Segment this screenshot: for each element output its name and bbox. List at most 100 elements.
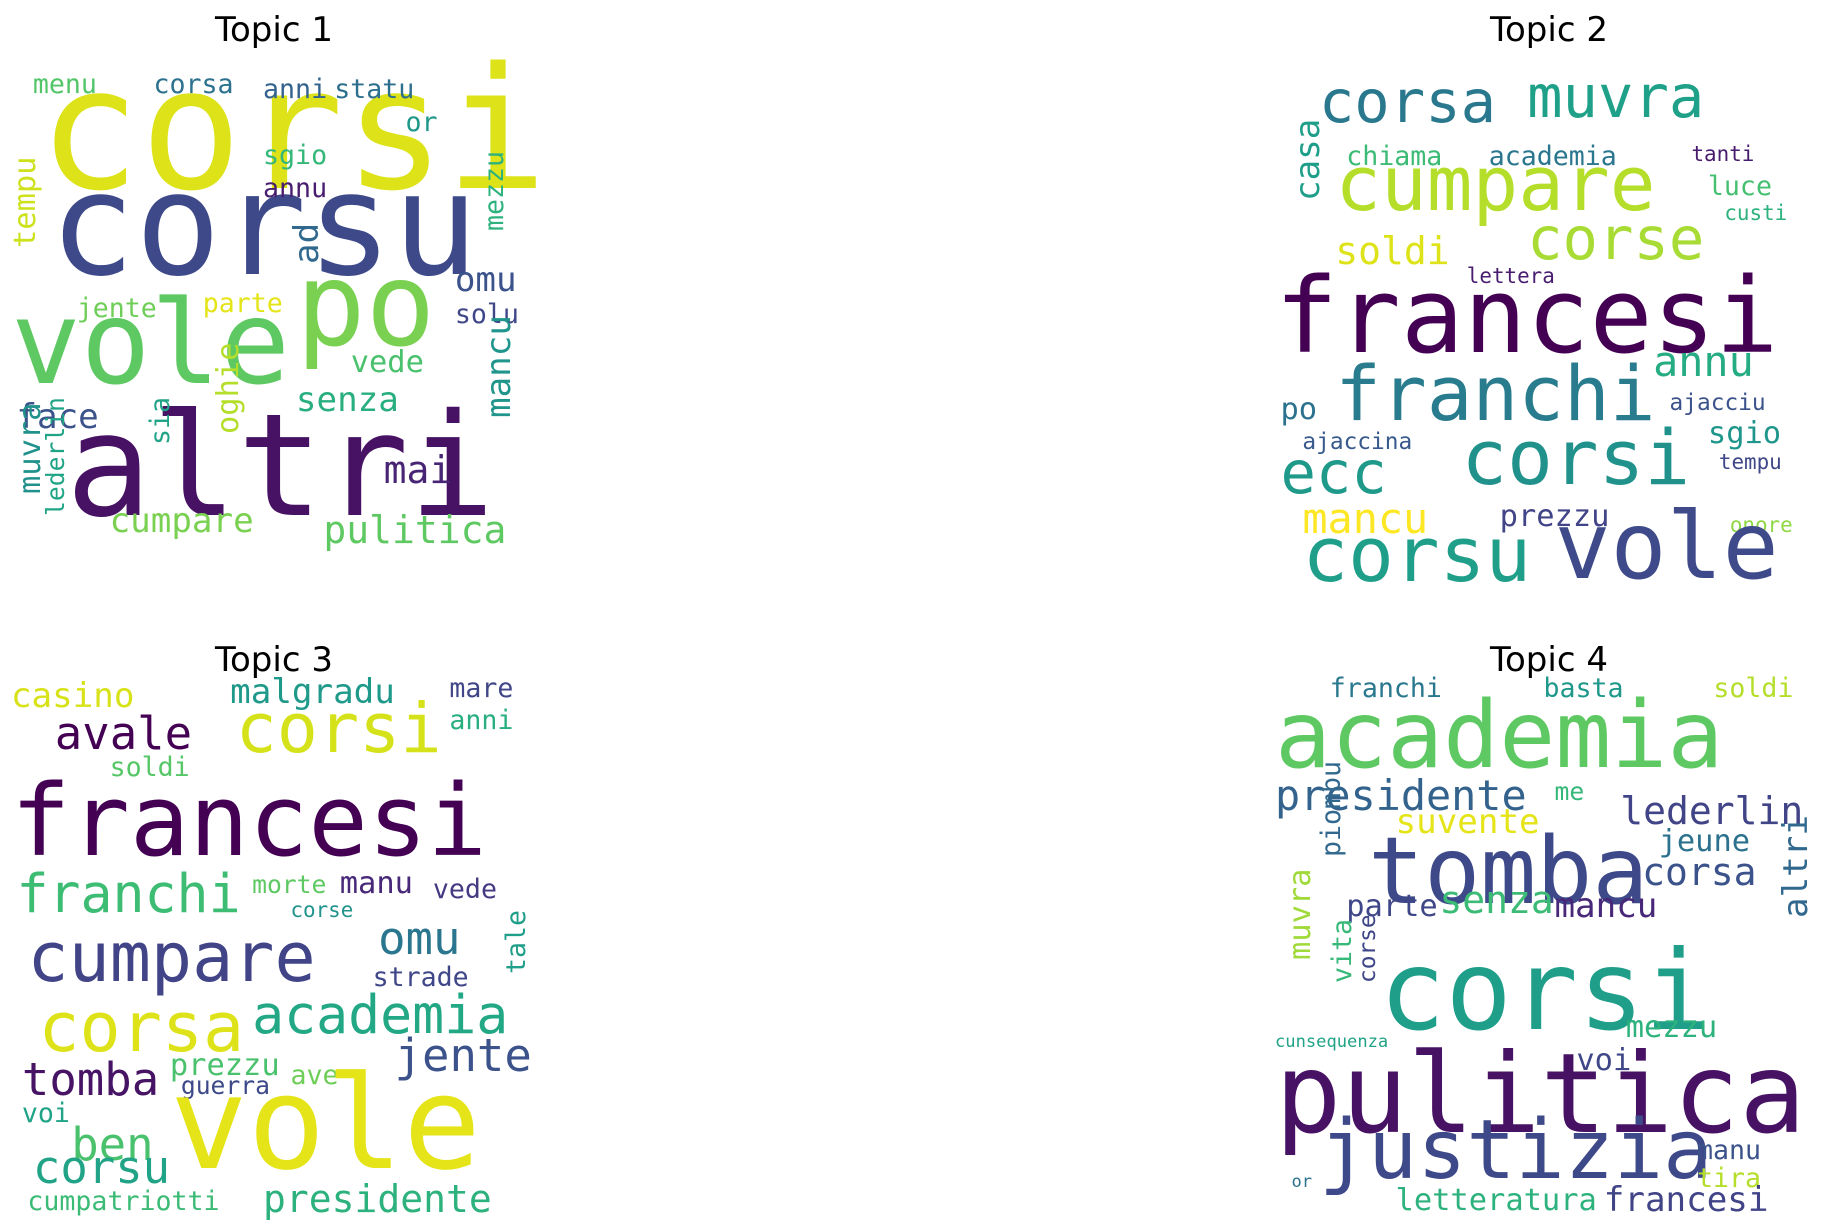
- topic-panel-2: Topic 2 corsa muvra chiama academia tanti cum…: [1275, 0, 1823, 593]
- cloud-word: prezzu: [1499, 499, 1610, 535]
- cloud-word: corsa: [38, 989, 245, 1069]
- cloud-word: cumpare: [27, 919, 316, 999]
- cloud-word: tempu: [1718, 449, 1782, 474]
- cloud-word: muvra: [1527, 62, 1705, 132]
- cloud-word: academia: [1488, 141, 1617, 173]
- cloud-word: corsi: [1379, 927, 1711, 1056]
- cloud-word: me: [1554, 777, 1585, 807]
- cloud-word: corsi: [235, 690, 442, 770]
- topic-panel-3: Topic 3 casino malgradu mare avale corsi anni…: [0, 630, 548, 1218]
- cloud-word: franchi: [1335, 349, 1656, 439]
- cloud-word: presidente: [263, 1176, 492, 1221]
- cloud-word: parte: [1346, 888, 1438, 924]
- cloud-word: sgio: [263, 139, 328, 171]
- cloud-word: tira: [1696, 1163, 1761, 1195]
- cloud-word: mezzu: [479, 151, 511, 232]
- cloud-word: cunsequenza: [1275, 1032, 1389, 1053]
- cloud-word: manu: [1696, 1135, 1761, 1167]
- cloud-word: casa: [1288, 118, 1329, 202]
- cloud-word: chiama: [1346, 141, 1443, 173]
- cloud-word: pulitica: [1275, 1029, 1806, 1158]
- cloud-word: corsu: [1302, 510, 1532, 593]
- cloud-word: ajaccina: [1302, 428, 1413, 455]
- cloud-word: francesi: [10, 764, 487, 880]
- cloud-word: senza: [1439, 877, 1554, 922]
- cloud-word: cumpare: [1335, 139, 1656, 229]
- cloud-word: cumpatriotti: [27, 1186, 220, 1218]
- topic-title: Topic 1: [215, 10, 333, 50]
- cloud-word: corsi: [38, 45, 548, 228]
- cloud-word: corsu: [49, 142, 479, 309]
- cloud-word: ben: [71, 1117, 154, 1171]
- cloud-word: ad: [287, 223, 328, 265]
- cloud-word: mezzu: [1625, 1010, 1718, 1046]
- cloud-word: oghie: [210, 342, 246, 435]
- cloud-word: vole: [169, 1049, 481, 1200]
- cloud-word: jente: [76, 293, 157, 325]
- cloud-word: or: [405, 107, 438, 139]
- cloud-word: annu: [1653, 337, 1754, 387]
- cloud-word: vede: [432, 873, 497, 905]
- cloud-word: sgio: [1707, 416, 1782, 452]
- cloud-word: mare: [449, 675, 514, 704]
- cloud-word: corsi: [1461, 412, 1691, 502]
- cloud-word: voi: [1576, 1043, 1632, 1079]
- cloud-word: soldi: [1335, 229, 1450, 274]
- cloud-word: face: [16, 396, 99, 437]
- cloud-word: jente: [394, 1029, 532, 1083]
- cloud-word: or: [1291, 1172, 1313, 1193]
- cloud-word: solu: [454, 298, 519, 330]
- cloud-word: manu: [339, 865, 413, 901]
- cloud-word: corsa: [153, 68, 234, 100]
- cloud-word: lederlin: [40, 397, 70, 517]
- topic-panel-4: Topic 4 franchi basta soldi academia preside…: [1275, 630, 1823, 1217]
- cloud-word: soldi: [1713, 675, 1794, 704]
- cloud-word: lederlin: [1620, 789, 1804, 834]
- cloud-word: vole: [10, 276, 291, 412]
- cloud-word: corsa: [1318, 67, 1497, 137]
- cloud-word: po: [1280, 392, 1318, 428]
- cloud-word: anni: [449, 705, 514, 737]
- cloud-word: onore: [1729, 513, 1793, 538]
- cloud-word: morte: [252, 870, 327, 900]
- cloud-word: mancu: [479, 314, 520, 418]
- cloud-word: sia: [144, 396, 176, 446]
- cloud-word: omu: [378, 912, 461, 966]
- cloud-word: academia: [252, 984, 509, 1047]
- word-cloud: corsi corsu vole po altri menu corsa anni statu o…: [0, 45, 548, 593]
- cloud-word: corsa: [1642, 849, 1757, 894]
- cloud-word: strade: [372, 962, 469, 994]
- cloud-word: corse: [1355, 914, 1382, 984]
- cloud-word: po: [295, 237, 436, 373]
- cloud-word: suvente: [1395, 801, 1540, 842]
- cloud-word: vole: [1554, 491, 1779, 593]
- word-cloud: corsa muvra chiama academia tanti cumpare luce…: [1275, 45, 1823, 593]
- cloud-word: anni: [263, 74, 328, 106]
- word-cloud: casino malgradu mare avale corsi anni soldi fra…: [0, 675, 548, 1223]
- cloud-word: soldi: [109, 752, 190, 784]
- cloud-word: corsu: [32, 1141, 171, 1195]
- cloud-word: statu: [334, 74, 415, 106]
- topic-title: Topic 3: [215, 640, 333, 680]
- cloud-word: ave: [290, 1060, 339, 1092]
- cloud-word: mai: [383, 448, 453, 493]
- cloud-word: piombu: [1315, 761, 1347, 858]
- cloud-word: pulitica: [323, 508, 507, 553]
- cloud-word: menu: [32, 68, 97, 100]
- cloud-word: francesi: [1275, 254, 1779, 377]
- cloud-word: muvra: [1282, 868, 1318, 960]
- cloud-word: tale: [501, 909, 533, 974]
- cloud-word: tomba: [1368, 816, 1649, 925]
- cloud-word: justizia: [1318, 1102, 1713, 1198]
- cloud-word: vede: [350, 344, 424, 380]
- cloud-word: tanti: [1691, 142, 1755, 167]
- cloud-word: lettera: [1466, 264, 1555, 289]
- cloud-word: tomba: [21, 1052, 160, 1106]
- cloud-word: altri: [65, 383, 495, 550]
- cloud-word: malgradu: [230, 675, 395, 712]
- cloud-word: corse: [290, 898, 354, 923]
- cloud-word: custi: [1724, 200, 1788, 225]
- cloud-word: avale: [54, 706, 193, 760]
- cloud-word: luce: [1707, 170, 1772, 202]
- cloud-word: cumpare: [109, 500, 254, 541]
